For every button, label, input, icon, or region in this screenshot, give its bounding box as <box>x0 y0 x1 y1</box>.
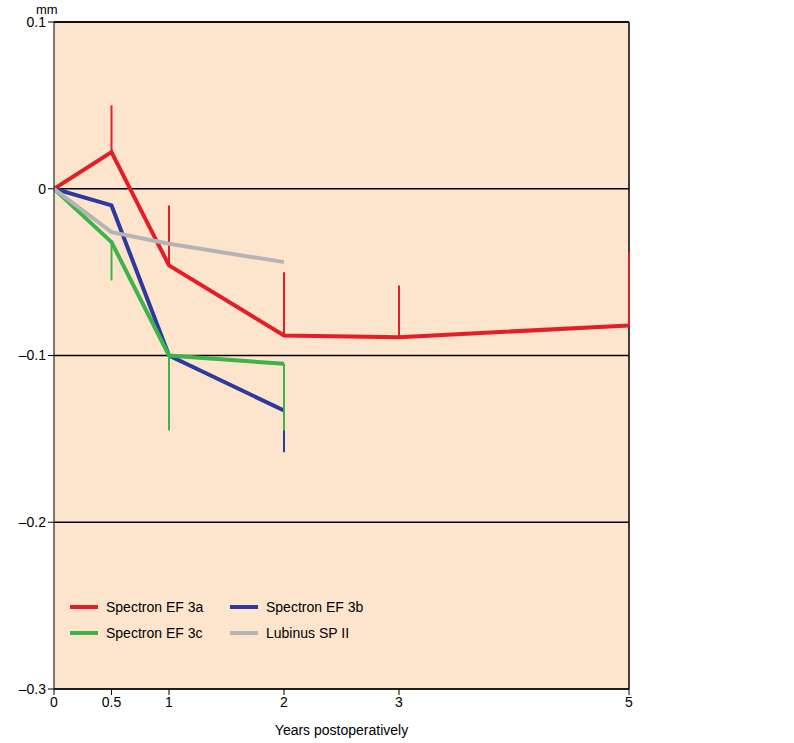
html-text:Spectron EF 3b: Spectron EF 3b <box>266 599 364 615</box>
html-text:Spectron EF 3c: Spectron EF 3c <box>106 625 203 641</box>
svg-text:0.5: 0.5 <box>102 694 122 710</box>
svg-text:0: 0 <box>38 181 46 197</box>
svg-text:3: 3 <box>395 694 403 710</box>
svg-text:–0.2: –0.2 <box>19 514 46 530</box>
svg-text:0: 0 <box>50 694 58 710</box>
html-text:mm: mm <box>36 2 58 17</box>
html-text:Lubinus SP II: Lubinus SP II <box>266 625 349 641</box>
svg-text:–0.3: –0.3 <box>19 681 46 697</box>
html-text:Spectron EF 3a: Spectron EF 3a <box>106 599 204 615</box>
svg-text:2: 2 <box>280 694 288 710</box>
svg-text:0.1: 0.1 <box>26 14 46 30</box>
svg-text:1: 1 <box>165 694 173 710</box>
svg-text:–0.1: –0.1 <box>19 347 46 363</box>
svg-text:5: 5 <box>625 694 633 710</box>
svg-text:Years postoperatively: Years postoperatively <box>275 722 408 738</box>
